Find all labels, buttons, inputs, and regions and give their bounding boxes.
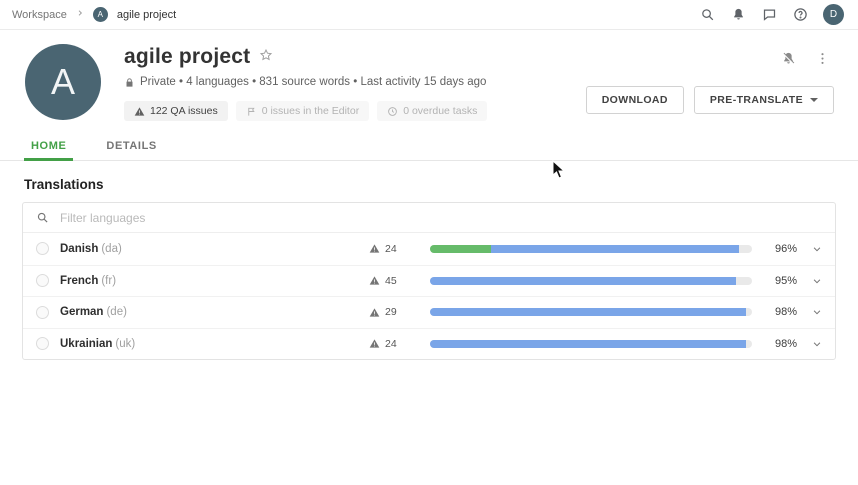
warning-icon xyxy=(369,308,380,317)
download-button[interactable]: DOWNLOAD xyxy=(585,86,684,114)
filter-languages-input[interactable] xyxy=(60,210,822,225)
language-row-french[interactable]: French (fr) 45 95% xyxy=(23,264,835,297)
notifications-bell-icon[interactable] xyxy=(730,7,746,23)
help-icon[interactable] xyxy=(792,7,808,23)
issues-indicator: 24 xyxy=(369,338,417,350)
messages-icon[interactable] xyxy=(761,7,777,23)
breadcrumb: Workspace A agile project xyxy=(12,7,176,22)
issues-count: 29 xyxy=(385,306,397,319)
project-info: agile project Private • 4 languages • 83… xyxy=(124,44,488,121)
progress-bar xyxy=(430,308,752,317)
language-flag-icon xyxy=(36,305,49,319)
project-title: agile project xyxy=(124,45,251,68)
star-favorite-icon[interactable] xyxy=(259,48,273,67)
project-tabs: HOME DETAILS xyxy=(0,131,858,161)
language-row-danish[interactable]: Danish (da) 24 96% xyxy=(23,233,835,265)
kebab-menu-icon[interactable] xyxy=(814,50,830,66)
progress-percent: 95% xyxy=(774,274,797,287)
search-icon[interactable] xyxy=(699,7,715,23)
warning-icon xyxy=(134,106,145,116)
user-avatar[interactable]: D xyxy=(823,4,844,25)
issues-indicator: 45 xyxy=(369,275,417,287)
progress-bar xyxy=(430,244,752,253)
qa-issues-badge[interactable]: 122 QA issues xyxy=(124,101,228,121)
flag-icon xyxy=(248,107,255,116)
chevron-down-icon[interactable] xyxy=(812,307,822,317)
editor-issues-badge[interactable]: 0 issues in the Editor xyxy=(235,101,370,121)
language-row-german[interactable]: German (de) 29 98% xyxy=(23,296,835,328)
issues-count: 24 xyxy=(385,337,397,350)
language-code: (fr) xyxy=(101,274,117,287)
search-icon xyxy=(37,212,48,223)
warning-icon xyxy=(369,339,380,348)
project-header: A agile project Private • 4 languages • … xyxy=(0,30,858,129)
chevron-down-icon[interactable] xyxy=(812,339,822,349)
project-badges: 122 QA issues 0 issues in the Editor 0 o… xyxy=(124,101,488,121)
top-bar: Workspace A agile project D xyxy=(0,0,858,30)
language-code: (uk) xyxy=(115,337,136,350)
breadcrumb-project-name[interactable]: agile project xyxy=(116,8,177,21)
warning-icon xyxy=(369,244,380,253)
progress-bar xyxy=(430,339,752,348)
issues-indicator: 24 xyxy=(369,243,417,255)
warning-icon xyxy=(369,276,380,285)
issues-indicator: 29 xyxy=(369,306,417,318)
tab-home[interactable]: HOME xyxy=(24,131,74,161)
chevron-down-icon[interactable] xyxy=(812,276,822,286)
language-flag-icon xyxy=(36,337,49,351)
issues-count: 24 xyxy=(385,242,397,255)
breadcrumb-workspace-link[interactable]: Workspace xyxy=(12,8,67,21)
translations-panel: Danish(da) 24 96% French(fr) 45 95% xyxy=(22,202,836,360)
progress-bar xyxy=(430,276,752,285)
mute-notifications-bell-icon[interactable] xyxy=(780,50,796,66)
project-avatar: A xyxy=(25,44,101,120)
language-name: Danish (da) xyxy=(60,242,122,255)
language-name: Ukrainian (uk) xyxy=(60,337,136,350)
breadcrumb-project-avatar: A xyxy=(92,7,108,22)
language-name: French (fr) xyxy=(60,274,117,287)
pre-translate-button[interactable]: PRE-TRANSLATE xyxy=(693,86,834,114)
progress-percent: 98% xyxy=(774,337,797,350)
topbar-actions: D xyxy=(699,4,844,25)
language-flag-icon xyxy=(36,274,49,288)
tab-details[interactable]: DETAILS xyxy=(106,140,157,152)
language-code: (da) xyxy=(101,242,122,255)
lock-icon xyxy=(126,77,133,87)
filter-row xyxy=(23,203,835,233)
language-name: German (de) xyxy=(60,306,127,319)
language-row-ukrainian[interactable]: Ukrainian (uk) 24 98% xyxy=(23,327,835,360)
clock-icon xyxy=(388,106,398,116)
chevron-down-icon xyxy=(810,98,818,102)
project-meta: Private • 4 languages • 831 source words… xyxy=(124,76,487,88)
overdue-tasks-badge[interactable]: 0 overdue tasks xyxy=(377,101,488,121)
issues-count: 45 xyxy=(385,274,397,287)
language-code: (de) xyxy=(106,306,127,319)
main-content: Translations Danish(da) 24 96% French(fr… xyxy=(0,177,858,360)
translations-heading: Translations xyxy=(24,177,104,192)
progress-percent: 96% xyxy=(774,242,797,255)
progress-percent: 98% xyxy=(774,306,797,319)
chevron-down-icon[interactable] xyxy=(812,244,822,254)
language-flag-icon xyxy=(36,242,49,256)
project-meta-text: Private • 4 languages • 831 source words… xyxy=(140,76,487,88)
chevron-right-icon xyxy=(76,9,84,20)
